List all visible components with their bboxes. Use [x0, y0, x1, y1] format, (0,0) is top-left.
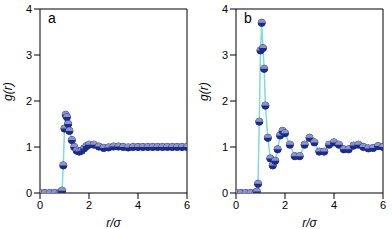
- html-text:a: a: [48, 10, 56, 26]
- svg-text:3: 3: [222, 49, 228, 61]
- svg-text:g(r): g(r): [197, 82, 211, 101]
- svg-text:2: 2: [86, 199, 92, 211]
- svg-text:2: 2: [282, 199, 288, 211]
- html-text:b: b: [244, 10, 252, 26]
- svg-text:1: 1: [222, 141, 228, 153]
- svg-text:6: 6: [184, 199, 190, 211]
- svg-text:4: 4: [26, 3, 32, 15]
- svg-text:6: 6: [380, 199, 384, 211]
- svg-text:0: 0: [37, 199, 43, 211]
- svg-text:0: 0: [222, 187, 228, 199]
- svg-text:4: 4: [331, 199, 337, 211]
- svg-text:4: 4: [222, 3, 228, 15]
- svg-text:g(r): g(r): [8, 82, 15, 101]
- svg-text:r/σ: r/σ: [302, 216, 317, 229]
- svg-text:0: 0: [26, 187, 32, 199]
- svg-text:2: 2: [222, 95, 228, 107]
- svg-text:1: 1: [26, 141, 32, 153]
- svg-text:3: 3: [26, 49, 32, 61]
- svg-text:4: 4: [135, 199, 141, 211]
- svg-text:r/σ: r/σ: [106, 216, 121, 229]
- svg-text:2: 2: [26, 95, 32, 107]
- svg-text:0: 0: [233, 199, 239, 211]
